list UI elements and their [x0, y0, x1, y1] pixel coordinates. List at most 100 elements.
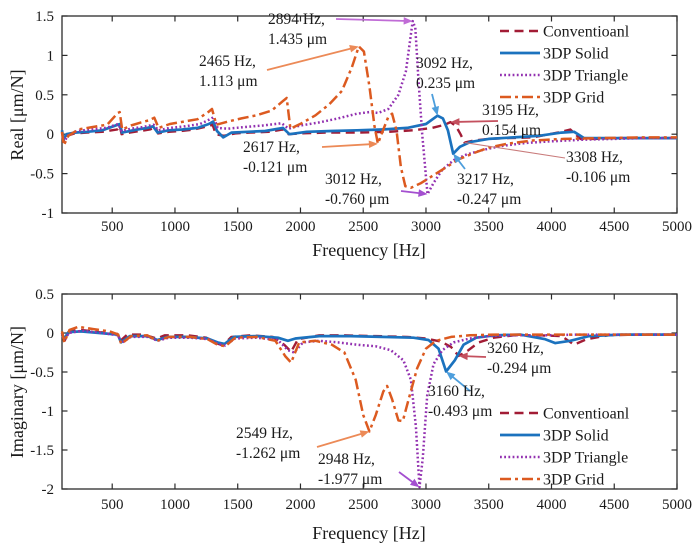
annotation-text: 1.435 μm — [268, 31, 327, 48]
annotation-arrow-line — [464, 142, 566, 159]
annotation: 3012 Hz, -0.760 μm — [325, 171, 428, 208]
y-tick-label: 1.5 — [35, 9, 54, 25]
annotation: 2948 Hz, -1.977 μm — [318, 451, 420, 488]
annotation-text: 2549 Hz, — [236, 425, 293, 442]
annotation-arrow-head — [450, 118, 460, 126]
legend-item-label: 3DP Solid — [543, 428, 609, 445]
real-plot: 500 1000 1500 2000 2500 3000 3500 4000 4500 5000 1… — [30, 9, 692, 235]
legend: Conventioanl 3DP Solid 3DP Triangle 3DP Gri… — [500, 406, 630, 489]
real-y-axis-label: Real [μm/N] — [7, 69, 27, 161]
x-tick-label: 500 — [101, 219, 124, 235]
annotation-arrow-head — [418, 189, 428, 197]
top-x-axis-label: Frequency [Hz] — [312, 240, 426, 260]
annotation-text: -0.106 μm — [566, 169, 630, 186]
series-3dp-grid — [60, 325, 677, 433]
annotation-text: 2948 Hz, — [318, 451, 375, 468]
y-tick-label: -2 — [42, 482, 55, 498]
x-tick-label: 1500 — [223, 219, 253, 235]
legend-item-label: 3DP Grid — [543, 472, 604, 489]
annotation-arrow-head — [409, 478, 420, 488]
legend-item-label: Conventioanl — [543, 24, 630, 41]
plot-box — [61, 15, 678, 214]
annotation-text: 3092 Hz, — [416, 55, 473, 72]
annotation-arrow-head — [403, 17, 413, 25]
x-tick-label: 2500 — [348, 497, 378, 513]
annotation: 2617 Hz, -0.121 μm — [243, 139, 378, 176]
legend-item-label: 3DP Grid — [543, 90, 604, 107]
series-3dp-triangle — [60, 19, 677, 196]
annotation-text: 3195 Hz, — [482, 102, 539, 119]
x-tick-label: 5000 — [662, 497, 692, 513]
annotation-arrow-head — [431, 106, 439, 116]
annotation-text: 3217 Hz, — [457, 171, 514, 188]
annotation-arrow-head — [453, 153, 462, 164]
imaginary-y-axis-label: Imaginary [μm/N] — [7, 325, 27, 459]
annotation-text: -0.121 μm — [243, 159, 307, 176]
y-tick-label: 0 — [47, 326, 55, 342]
annotation-arrow-line — [463, 355, 487, 358]
legend-item-label: 3DP Triangle — [543, 450, 628, 467]
legend-item-label: Conventioanl — [543, 406, 630, 423]
annotation-text: -0.247 μm — [457, 191, 521, 208]
series-3dp-grid — [60, 45, 677, 190]
annotation: 2894 Hz, 1.435 μm — [268, 11, 413, 48]
annotation-text: 0.154 μm — [482, 122, 541, 139]
annotation-text: 3308 Hz, — [566, 149, 623, 166]
annotation-arrow-line — [335, 18, 408, 22]
y-tick-label: -1.5 — [30, 443, 54, 459]
plot-box — [61, 293, 678, 490]
x-tick-label: 1500 — [223, 497, 253, 513]
legend-item-label: 3DP Solid — [543, 46, 609, 63]
annotation-arrow-line — [316, 432, 365, 448]
x-tick-label: 1000 — [160, 219, 190, 235]
annotation-text: 3160 Hz, — [428, 383, 485, 400]
annotation-text: 2465 Hz, — [199, 53, 256, 70]
legend: Conventioanl 3DP Solid 3DP Triangle 3DP Gri… — [500, 24, 630, 107]
annotation-arrow-line — [266, 46, 354, 71]
annotation-text: 2894 Hz, — [268, 11, 325, 28]
bottom-x-axis-label: Frequency [Hz] — [312, 523, 426, 543]
x-tick-label: 2000 — [285, 219, 315, 235]
annotation-text: -0.294 μm — [487, 360, 551, 377]
annotation-text: 1.113 μm — [199, 73, 258, 90]
annotation: 3217 Hz, -0.247 μm — [453, 153, 521, 208]
y-tick-label: -1 — [42, 404, 55, 420]
x-tick-label: 3000 — [411, 497, 441, 513]
annotation: 3260 Hz, -0.294 μm — [458, 340, 551, 377]
annotation: 3160 Hz, -0.493 μm — [428, 371, 492, 420]
annotation-arrow-head — [349, 45, 359, 53]
annotation-text: -0.760 μm — [325, 191, 389, 208]
x-tick-label: 1000 — [160, 497, 190, 513]
annotation-text: 3012 Hz, — [325, 171, 382, 188]
x-tick-label: 4500 — [599, 219, 629, 235]
legend-item-label: 3DP Triangle — [543, 68, 628, 85]
imaginary-plot: 500 1000 1500 2000 2500 3000 3500 4000 4500 5000 0… — [30, 287, 692, 513]
y-tick-label: 0.5 — [35, 88, 54, 104]
annotation: 3092 Hz, 0.235 μm — [416, 55, 475, 116]
y-tick-label: -0.5 — [30, 365, 54, 381]
x-tick-label: 4500 — [599, 497, 629, 513]
annotation-arrow-head — [446, 371, 456, 381]
x-tick-label: 3000 — [411, 219, 441, 235]
annotation-arrow-head — [359, 430, 370, 438]
x-tick-label: 4000 — [536, 219, 566, 235]
annotation-arrow-line — [321, 143, 373, 148]
series-3dp-solid — [60, 114, 677, 156]
x-tick-label: 4000 — [536, 497, 566, 513]
x-tick-label: 2500 — [348, 219, 378, 235]
annotation-text: 0.235 μm — [416, 75, 475, 92]
annotation-text: 2617 Hz, — [243, 139, 300, 156]
x-tick-label: 3500 — [474, 219, 504, 235]
annotation-arrow-line — [455, 120, 499, 123]
x-tick-label: 3500 — [474, 497, 504, 513]
x-tick-label: 500 — [101, 497, 124, 513]
x-tick-label: 5000 — [662, 219, 692, 235]
series-3dp-solid — [60, 330, 677, 373]
y-tick-label: -0.5 — [30, 167, 54, 183]
annotation: 2465 Hz, 1.113 μm — [199, 45, 359, 90]
annotation: 2549 Hz, -1.262 μm — [236, 425, 370, 462]
y-tick-label: 1 — [47, 48, 55, 64]
annotation-text: -1.977 μm — [318, 471, 382, 488]
